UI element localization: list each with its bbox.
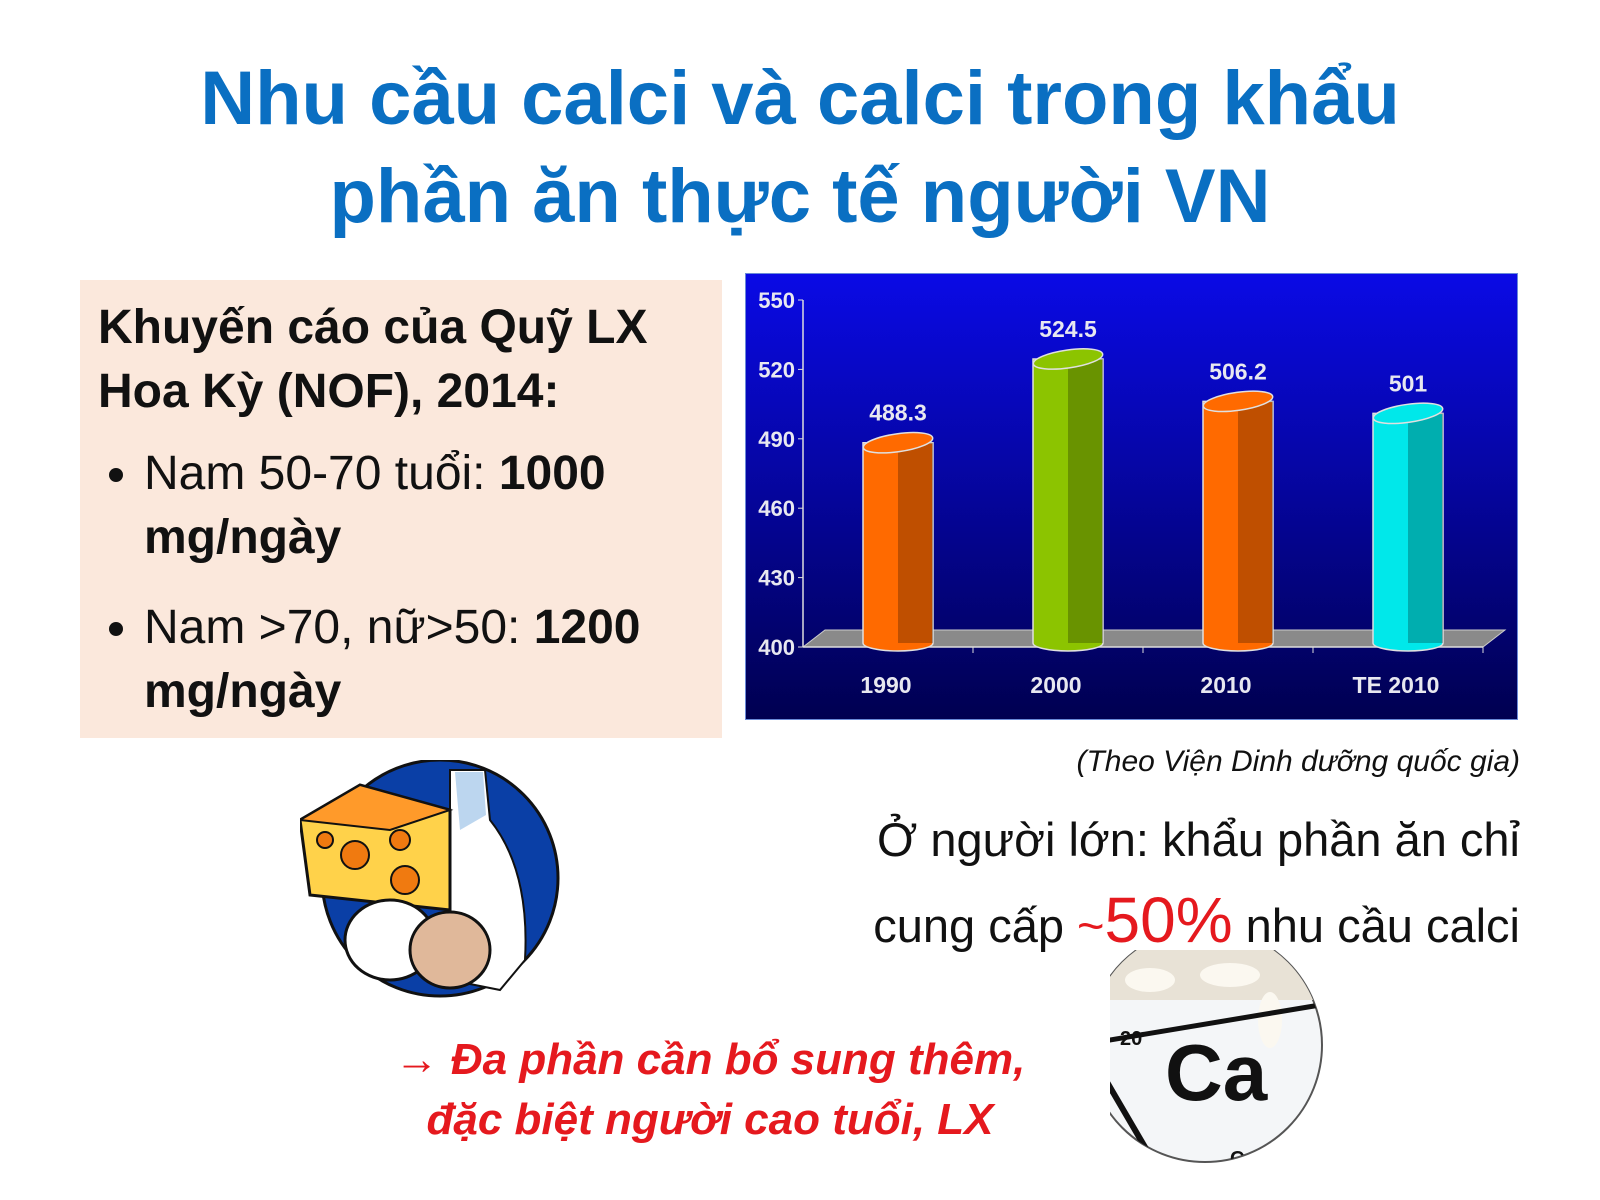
data-label: 488.3 (869, 400, 927, 426)
y-tick-label: 460 (758, 496, 795, 521)
x-tick-label: 2000 (1030, 672, 1081, 698)
bar-2000 (1032, 358, 1104, 652)
y-tick-label: 520 (758, 357, 795, 382)
bar-2010 (1202, 400, 1274, 652)
bar-shade (1238, 401, 1273, 643)
recommendation-item: Nam >70, nữ>50: 1200 mg/ngày (144, 596, 704, 724)
bar-shade (1408, 413, 1443, 643)
bar-top (1202, 390, 1274, 413)
source-note: (Theo Viện Dinh dưỡng quốc gia) (1076, 745, 1520, 778)
calcium-intake-chart: 400 430 460 490 520 550 488.3 1990 524.5 2000 506.… (745, 273, 1518, 720)
bar-shade (1068, 358, 1103, 643)
calcium-element-image: 20 Ca Calci (1110, 950, 1323, 1163)
bar-top (1032, 348, 1104, 370)
x-tick-label: 2010 (1200, 672, 1251, 698)
y-tick-label: 430 (758, 566, 795, 591)
x-tick-label: 1990 (860, 672, 911, 698)
dairy-illustration (300, 760, 560, 998)
bar-top (1372, 402, 1444, 425)
recommendation-box: Khuyến cáo của Quỹ LX Hoa Kỳ (NOF), 2014… (80, 280, 722, 738)
data-label: 501 (1389, 370, 1428, 396)
conclusion-text: → Đa phần cần bổ sung thêm, đặc biệt ngư… (394, 1035, 1026, 1144)
x-tick-label: TE 2010 (1353, 672, 1440, 698)
recommendation-heading: Khuyến cáo của Quỹ LX Hoa Kỳ (NOF), 2014… (98, 301, 648, 418)
y-tick-label: 400 (758, 635, 795, 660)
adult-note: Ở người lớn: khẩu phần ăn chỉ cung cấp ~… (873, 813, 1520, 956)
bar-1990 (862, 441, 934, 652)
bar-TE 2010 (1372, 412, 1444, 652)
data-label: 506.2 (1209, 358, 1267, 384)
bar-top (862, 431, 934, 454)
svg-text:Ca: Ca (1165, 1028, 1268, 1117)
slide-title: Nhu cầu calci và calci trong khẩu phần ă… (200, 56, 1400, 239)
y-tick-label: 490 (758, 427, 795, 452)
recommendation-item: Nam 50-70 tuổi: 1000 mg/ngày (144, 442, 704, 570)
bar-shade (898, 442, 933, 643)
svg-text:20: 20 (1120, 1028, 1142, 1050)
y-tick-label: 550 (758, 288, 795, 313)
data-label: 524.5 (1039, 316, 1097, 342)
